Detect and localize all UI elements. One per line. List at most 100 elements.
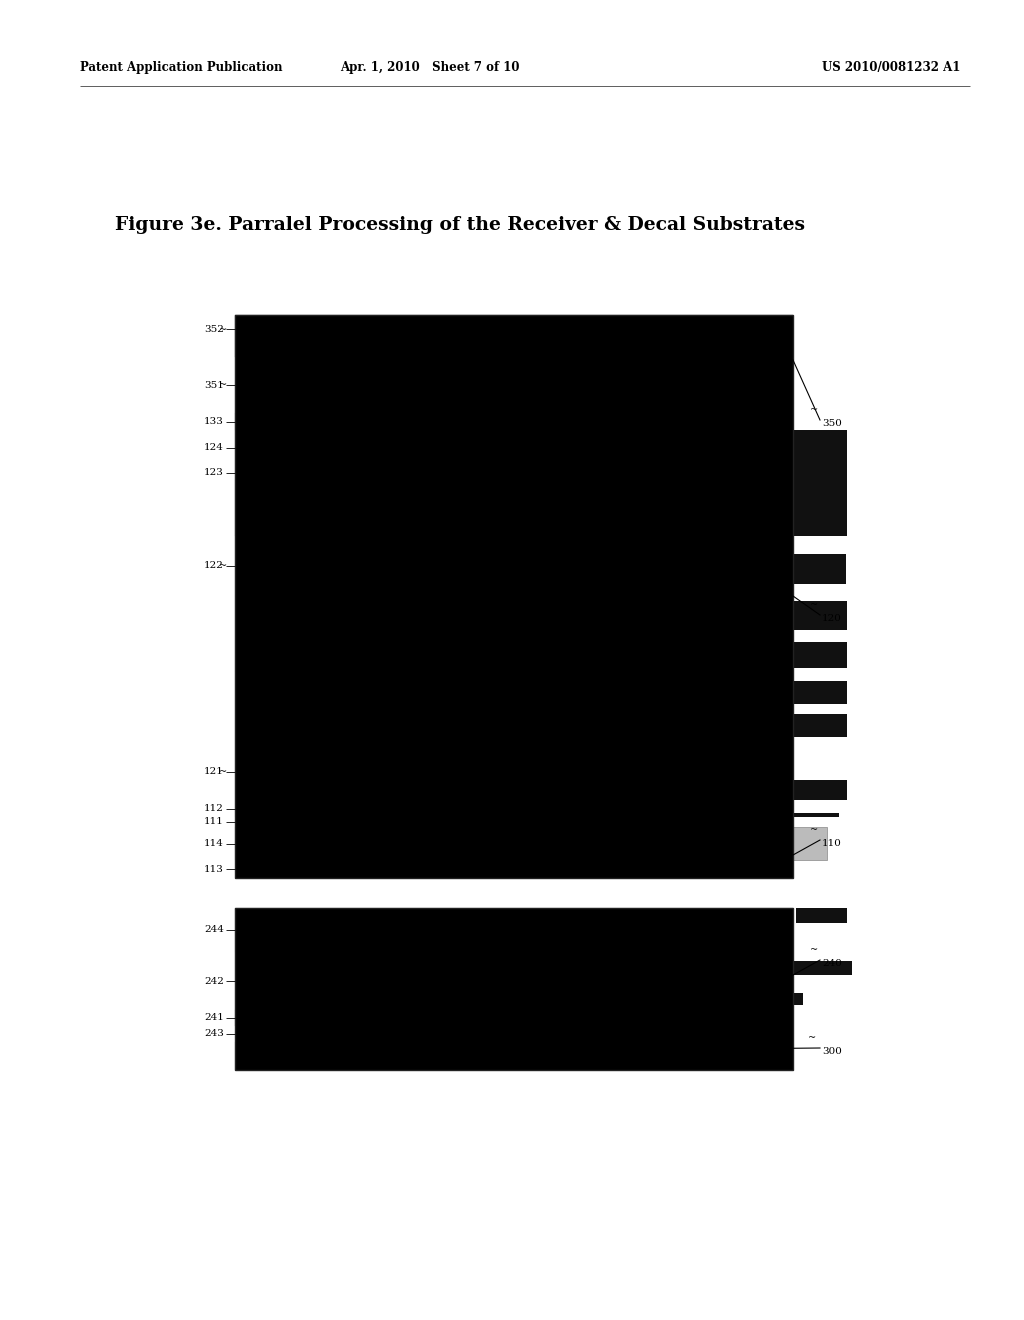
Bar xyxy=(234,315,793,878)
Polygon shape xyxy=(537,801,555,814)
Bar xyxy=(234,315,793,356)
Bar xyxy=(733,554,846,583)
Bar xyxy=(726,603,757,630)
Bar xyxy=(234,315,793,356)
Text: ~: ~ xyxy=(810,945,818,954)
Bar xyxy=(731,908,782,924)
Bar xyxy=(690,603,721,630)
Polygon shape xyxy=(757,801,775,814)
Bar xyxy=(263,430,442,449)
Bar xyxy=(263,780,335,800)
Bar xyxy=(724,828,826,861)
Text: US 2010/0081232 A1: US 2010/0081232 A1 xyxy=(821,62,961,74)
Bar xyxy=(733,498,774,536)
Text: ~: ~ xyxy=(808,1034,816,1043)
Text: 122: 122 xyxy=(204,561,224,570)
Bar xyxy=(335,714,373,737)
Bar xyxy=(263,491,847,506)
Bar xyxy=(234,480,263,536)
Bar xyxy=(234,828,793,861)
Bar xyxy=(234,356,793,413)
Bar xyxy=(603,622,644,668)
Bar xyxy=(234,430,793,480)
Bar xyxy=(777,642,847,668)
Bar xyxy=(496,622,537,668)
Bar xyxy=(234,952,793,1010)
Bar xyxy=(314,609,371,623)
Text: 123: 123 xyxy=(204,469,224,477)
Bar xyxy=(501,813,634,817)
Text: 241: 241 xyxy=(204,1014,224,1023)
Bar xyxy=(234,1026,793,1041)
Text: ~: ~ xyxy=(219,380,226,389)
Text: 300: 300 xyxy=(822,1047,842,1056)
Bar xyxy=(263,642,312,668)
Bar xyxy=(234,597,793,672)
Text: 242: 242 xyxy=(204,977,224,986)
Bar xyxy=(375,681,434,705)
Bar xyxy=(700,780,847,800)
Bar xyxy=(777,430,847,480)
Bar xyxy=(521,974,583,1006)
Text: ~: ~ xyxy=(810,601,818,610)
Bar xyxy=(234,744,793,800)
Text: 114: 114 xyxy=(204,840,224,847)
Text: 350: 350 xyxy=(822,418,842,428)
Bar xyxy=(690,609,752,623)
Bar xyxy=(332,974,388,1006)
Bar xyxy=(540,841,562,861)
Bar xyxy=(564,583,587,597)
Text: 120: 120 xyxy=(822,614,842,623)
Bar xyxy=(234,413,793,430)
Text: 121: 121 xyxy=(204,767,224,776)
Text: 113: 113 xyxy=(204,865,224,874)
Polygon shape xyxy=(373,801,391,814)
Bar xyxy=(263,993,376,1006)
Bar xyxy=(434,607,639,623)
Bar xyxy=(434,653,496,668)
Bar xyxy=(434,686,690,730)
Bar xyxy=(690,642,721,668)
Bar xyxy=(234,430,263,480)
Bar xyxy=(234,908,793,1071)
Bar xyxy=(639,908,719,924)
Bar xyxy=(403,780,639,800)
Text: 133: 133 xyxy=(204,417,224,426)
Polygon shape xyxy=(575,801,594,814)
Bar xyxy=(700,974,777,1006)
Text: 111: 111 xyxy=(204,817,224,826)
Text: Patent Application Publication: Patent Application Publication xyxy=(80,62,283,74)
Bar xyxy=(511,430,618,449)
Bar xyxy=(373,642,414,668)
Bar xyxy=(263,841,286,861)
Polygon shape xyxy=(690,801,709,814)
Text: Apr. 1, 2010   Sheet 7 of 10: Apr. 1, 2010 Sheet 7 of 10 xyxy=(340,62,520,74)
Bar xyxy=(234,1010,793,1026)
Bar xyxy=(733,449,774,478)
Text: 243: 243 xyxy=(204,1030,224,1039)
Bar xyxy=(581,908,622,924)
Bar xyxy=(324,498,377,536)
Text: ~: ~ xyxy=(810,825,818,834)
Bar xyxy=(777,602,847,630)
Bar xyxy=(724,841,746,861)
Bar xyxy=(485,993,618,1006)
Bar xyxy=(567,828,670,861)
Bar xyxy=(234,800,793,817)
Bar xyxy=(378,908,419,924)
Bar xyxy=(335,579,357,597)
Polygon shape xyxy=(721,801,739,814)
Bar xyxy=(439,908,562,924)
Bar xyxy=(263,602,312,630)
Bar xyxy=(234,425,793,430)
Bar xyxy=(796,908,847,924)
Bar xyxy=(777,681,847,705)
Bar xyxy=(335,681,373,705)
Bar xyxy=(234,672,793,744)
Bar xyxy=(373,602,414,630)
Bar xyxy=(554,498,600,536)
Bar xyxy=(726,642,757,668)
Bar xyxy=(263,961,852,975)
Polygon shape xyxy=(335,801,353,814)
Text: ~: ~ xyxy=(810,405,818,414)
